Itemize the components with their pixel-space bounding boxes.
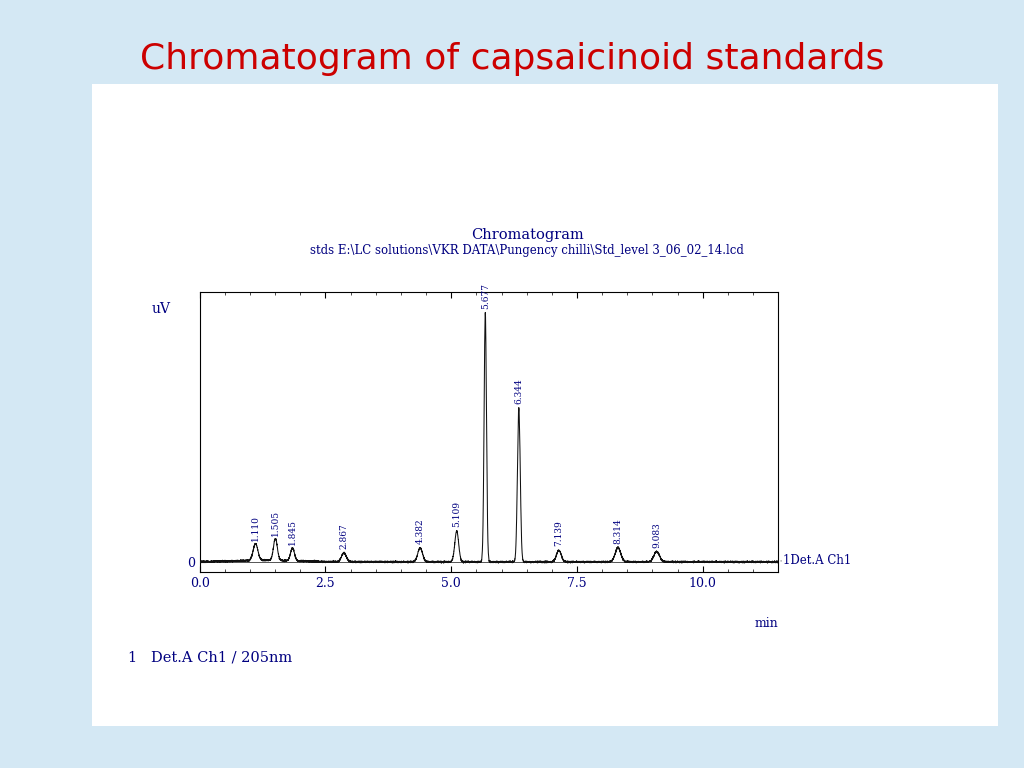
Text: 5.677: 5.677: [481, 283, 489, 309]
Text: 4.382: 4.382: [416, 518, 425, 544]
Text: 1.845: 1.845: [288, 519, 297, 545]
Text: 1Det.A Ch1: 1Det.A Ch1: [783, 554, 851, 568]
Text: 8.314: 8.314: [613, 518, 623, 544]
Text: stds E:\LC solutions\VKR DATA\Pungency chilli\Std_level 3_06_02_14.lcd: stds E:\LC solutions\VKR DATA\Pungency c…: [310, 244, 744, 257]
Text: uV: uV: [152, 302, 171, 316]
Text: min: min: [755, 617, 778, 630]
Text: 6.344: 6.344: [514, 378, 523, 404]
Text: 7.139: 7.139: [554, 521, 563, 547]
Text: 9.083: 9.083: [652, 522, 662, 548]
Text: 1   Det.A Ch1 / 205nm: 1 Det.A Ch1 / 205nm: [128, 650, 292, 664]
Text: 1.110: 1.110: [251, 515, 260, 541]
Text: 1.505: 1.505: [271, 510, 280, 536]
Text: 5.109: 5.109: [453, 502, 461, 527]
Text: 2.867: 2.867: [339, 523, 348, 549]
Text: Chromatogram: Chromatogram: [471, 228, 584, 242]
Text: Chromatogram of capsaicinoid standards: Chromatogram of capsaicinoid standards: [140, 42, 884, 76]
